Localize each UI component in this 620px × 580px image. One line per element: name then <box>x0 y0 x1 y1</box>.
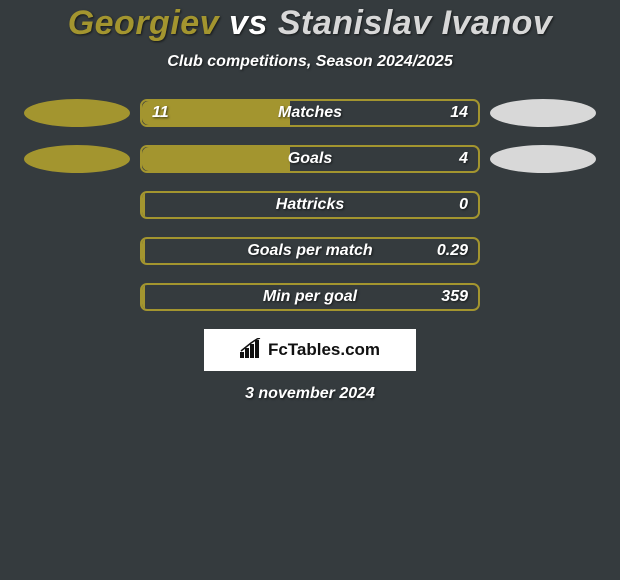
player1-ellipse <box>24 145 130 173</box>
spacer <box>490 283 596 311</box>
spacer <box>24 283 130 311</box>
stat-value-right: 14 <box>450 104 468 122</box>
comparison-infographic: Georgiev vs Stanislav Ivanov Club compet… <box>0 0 620 580</box>
stat-rows: 11 Matches 14 Goals 4 Hattricks 0 Goals per mat… <box>0 99 620 311</box>
stat-value-right: 359 <box>441 288 468 306</box>
stat-row: 11 Matches 14 <box>10 99 610 127</box>
stat-row: Goals per match 0.29 <box>10 237 610 265</box>
player2-ellipse <box>490 145 596 173</box>
player1-ellipse <box>24 99 130 127</box>
spacer <box>490 237 596 265</box>
title-player1: Georgiev <box>68 4 219 42</box>
date-text: 3 november 2024 <box>0 385 620 403</box>
stat-label: Goals <box>288 150 332 168</box>
player2-ellipse <box>490 99 596 127</box>
stat-row: Min per goal 359 <box>10 283 610 311</box>
stat-row: Hattricks 0 <box>10 191 610 219</box>
brand-text: FcTables.com <box>268 340 380 360</box>
brand-box: FcTables.com <box>204 329 416 371</box>
stat-bar-fill <box>142 193 145 217</box>
stat-row: Goals 4 <box>10 145 610 173</box>
stat-bar: 11 Matches 14 <box>140 99 480 127</box>
stat-label: Min per goal <box>263 288 357 306</box>
title-vs: vs <box>229 4 268 42</box>
stat-bar: Goals 4 <box>140 145 480 173</box>
stat-bar-fill <box>142 147 290 171</box>
spacer <box>24 237 130 265</box>
stat-bar: Hattricks 0 <box>140 191 480 219</box>
stat-value-left: 11 <box>152 104 169 122</box>
spacer <box>24 191 130 219</box>
stat-bar-fill <box>142 285 145 309</box>
stat-value-right: 4 <box>459 150 468 168</box>
stat-label: Goals per match <box>247 242 372 260</box>
spacer <box>490 191 596 219</box>
page-title: Georgiev vs Stanislav Ivanov <box>0 0 620 43</box>
stat-bar-fill <box>142 239 145 263</box>
stat-label: Matches <box>278 104 342 122</box>
stat-value-right: 0.29 <box>437 242 468 260</box>
stat-bar: Min per goal 359 <box>140 283 480 311</box>
title-player2: Stanislav Ivanov <box>278 4 552 42</box>
subtitle: Club competitions, Season 2024/2025 <box>0 53 620 71</box>
stat-value-right: 0 <box>459 196 468 214</box>
stat-label: Hattricks <box>276 196 344 214</box>
stat-bar: Goals per match 0.29 <box>140 237 480 265</box>
barchart-icon <box>240 338 262 363</box>
